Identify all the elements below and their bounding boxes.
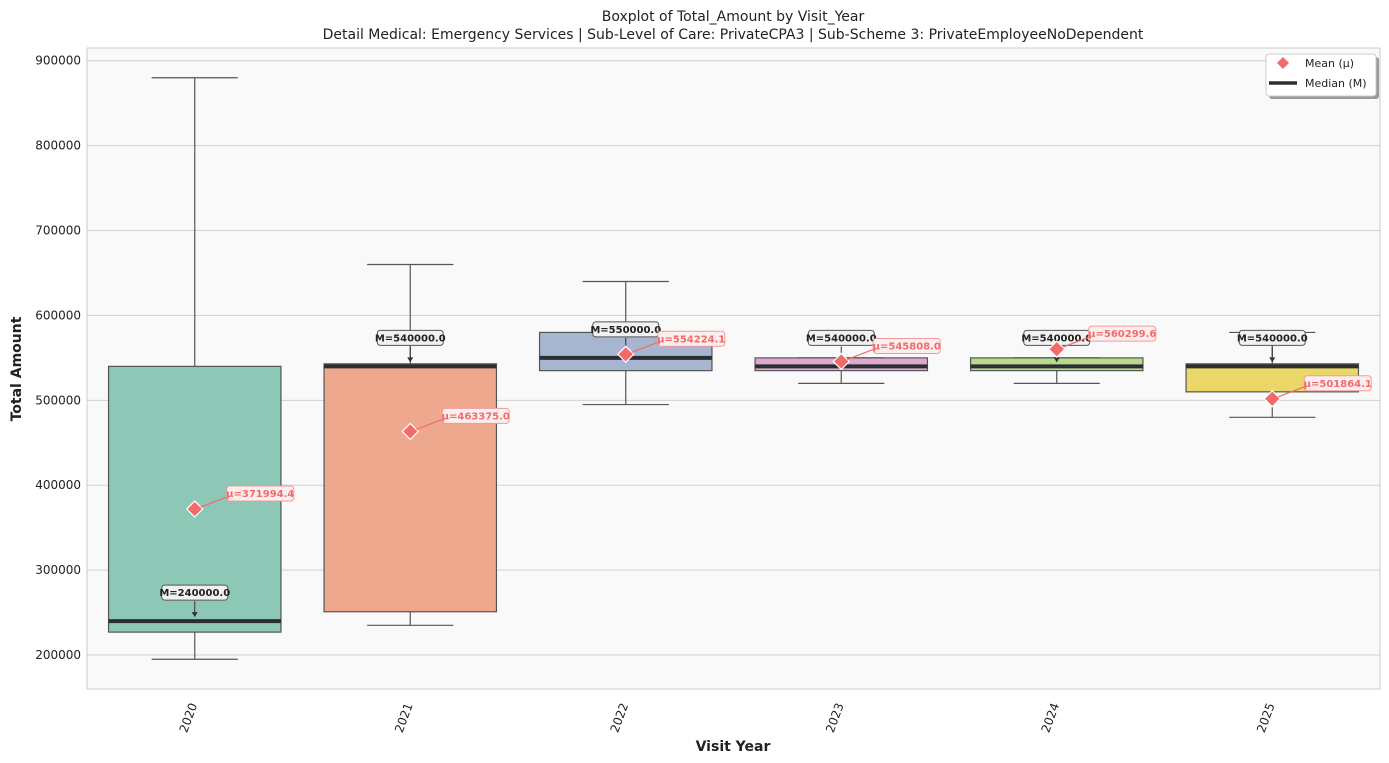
median-label-box [592, 321, 660, 338]
mean-connector [200, 496, 227, 508]
box-group-2024: M=540000.0μ=560299.6 [969, 325, 1157, 384]
x-axis-label: Visit Year [696, 739, 771, 755]
median-label-box [807, 329, 875, 346]
y-tick-label: 600000 [35, 308, 81, 322]
box-group-2023: M=540000.0μ=545808.0 [754, 329, 941, 384]
mean-label: μ=560299.6 [1088, 329, 1156, 340]
y-tick-label: 900000 [35, 54, 81, 68]
median-label: M=540000.0 [806, 333, 877, 344]
y-tick-label: 500000 [35, 393, 81, 407]
median-label-box [1238, 329, 1306, 346]
chart-title: Boxplot of Total_Amount by Visit_Year [602, 9, 865, 25]
median-label: M=540000.0 [1237, 333, 1308, 344]
mean-connector [1278, 386, 1305, 398]
chart-subtitle: Detail Medical: Emergency Services | Sub… [323, 27, 1144, 43]
y-tick-label: 400000 [35, 478, 81, 492]
box-group-2022: M=550000.0μ=554224.1 [538, 280, 726, 406]
y-tick-label: 300000 [35, 563, 81, 577]
mean-marker [1047, 340, 1066, 358]
mean-connector [847, 348, 874, 361]
mean-marker [1263, 389, 1282, 408]
boxes: M=240000.0 μ=371994.4 M=540000.0 μ=463375.0… [107, 77, 1372, 660]
mean-label-box [872, 337, 941, 354]
mean-marker [185, 500, 204, 518]
y-tick-label: 200000 [35, 648, 81, 662]
mean-label: μ=463375.0 [442, 411, 510, 422]
median-arrowhead [1053, 357, 1060, 363]
legend-median-label: Median (M) [1305, 77, 1367, 90]
mean-label-box [441, 407, 510, 424]
y-tick-label: 700000 [35, 224, 81, 238]
median-label: M=540000.0 [375, 333, 446, 344]
box-group-2020: M=240000.0 μ=371994.4 [107, 77, 295, 660]
y-tick-label: 800000 [35, 139, 81, 153]
mean-label-box [1088, 325, 1157, 342]
mean-label: μ=554224.1 [657, 334, 725, 345]
median-label: M=240000.0 [159, 588, 230, 599]
median-label: M=550000.0 [590, 325, 661, 336]
plot-area [86, 47, 1381, 690]
legend-frame [1265, 53, 1377, 97]
mean-label-box [657, 330, 726, 347]
legend-mean-diamond-icon [1277, 57, 1289, 69]
mean-label: μ=371994.4 [226, 489, 294, 500]
mean-label: μ=545808.0 [873, 341, 941, 352]
mean-marker [832, 352, 851, 371]
box-group-2021: M=540000.0 μ=463375.0 [323, 263, 510, 626]
y-axis-ticks: 200000 300000 400000 500000 600000 700000 8000… [35, 54, 81, 662]
legend-mean-label: Mean (μ) [1305, 57, 1354, 70]
grid-lines [87, 60, 1380, 656]
box-iqr [323, 363, 498, 613]
legend: Mean (μ) Median (M) [1265, 53, 1379, 99]
mean-label-box [226, 485, 295, 502]
median-label-box [161, 584, 229, 601]
box-group-2025: M=540000.0 μ=501864.1 [1185, 329, 1372, 418]
mean-connector [416, 418, 443, 430]
median-arrowhead [1269, 357, 1276, 363]
mean-connector [1062, 336, 1089, 348]
mean-label: μ=501864.1 [1304, 379, 1372, 390]
mean-label-box [1303, 375, 1372, 392]
mean-marker [401, 422, 420, 441]
y-axis-label: Total Amount [9, 316, 25, 421]
median-label-box [376, 329, 444, 346]
median-arrowhead [191, 612, 198, 618]
median-label: M=540000.0 [1021, 333, 1092, 344]
median-arrowhead [407, 357, 414, 363]
mean-connector [631, 341, 658, 353]
mean-marker [616, 345, 635, 364]
